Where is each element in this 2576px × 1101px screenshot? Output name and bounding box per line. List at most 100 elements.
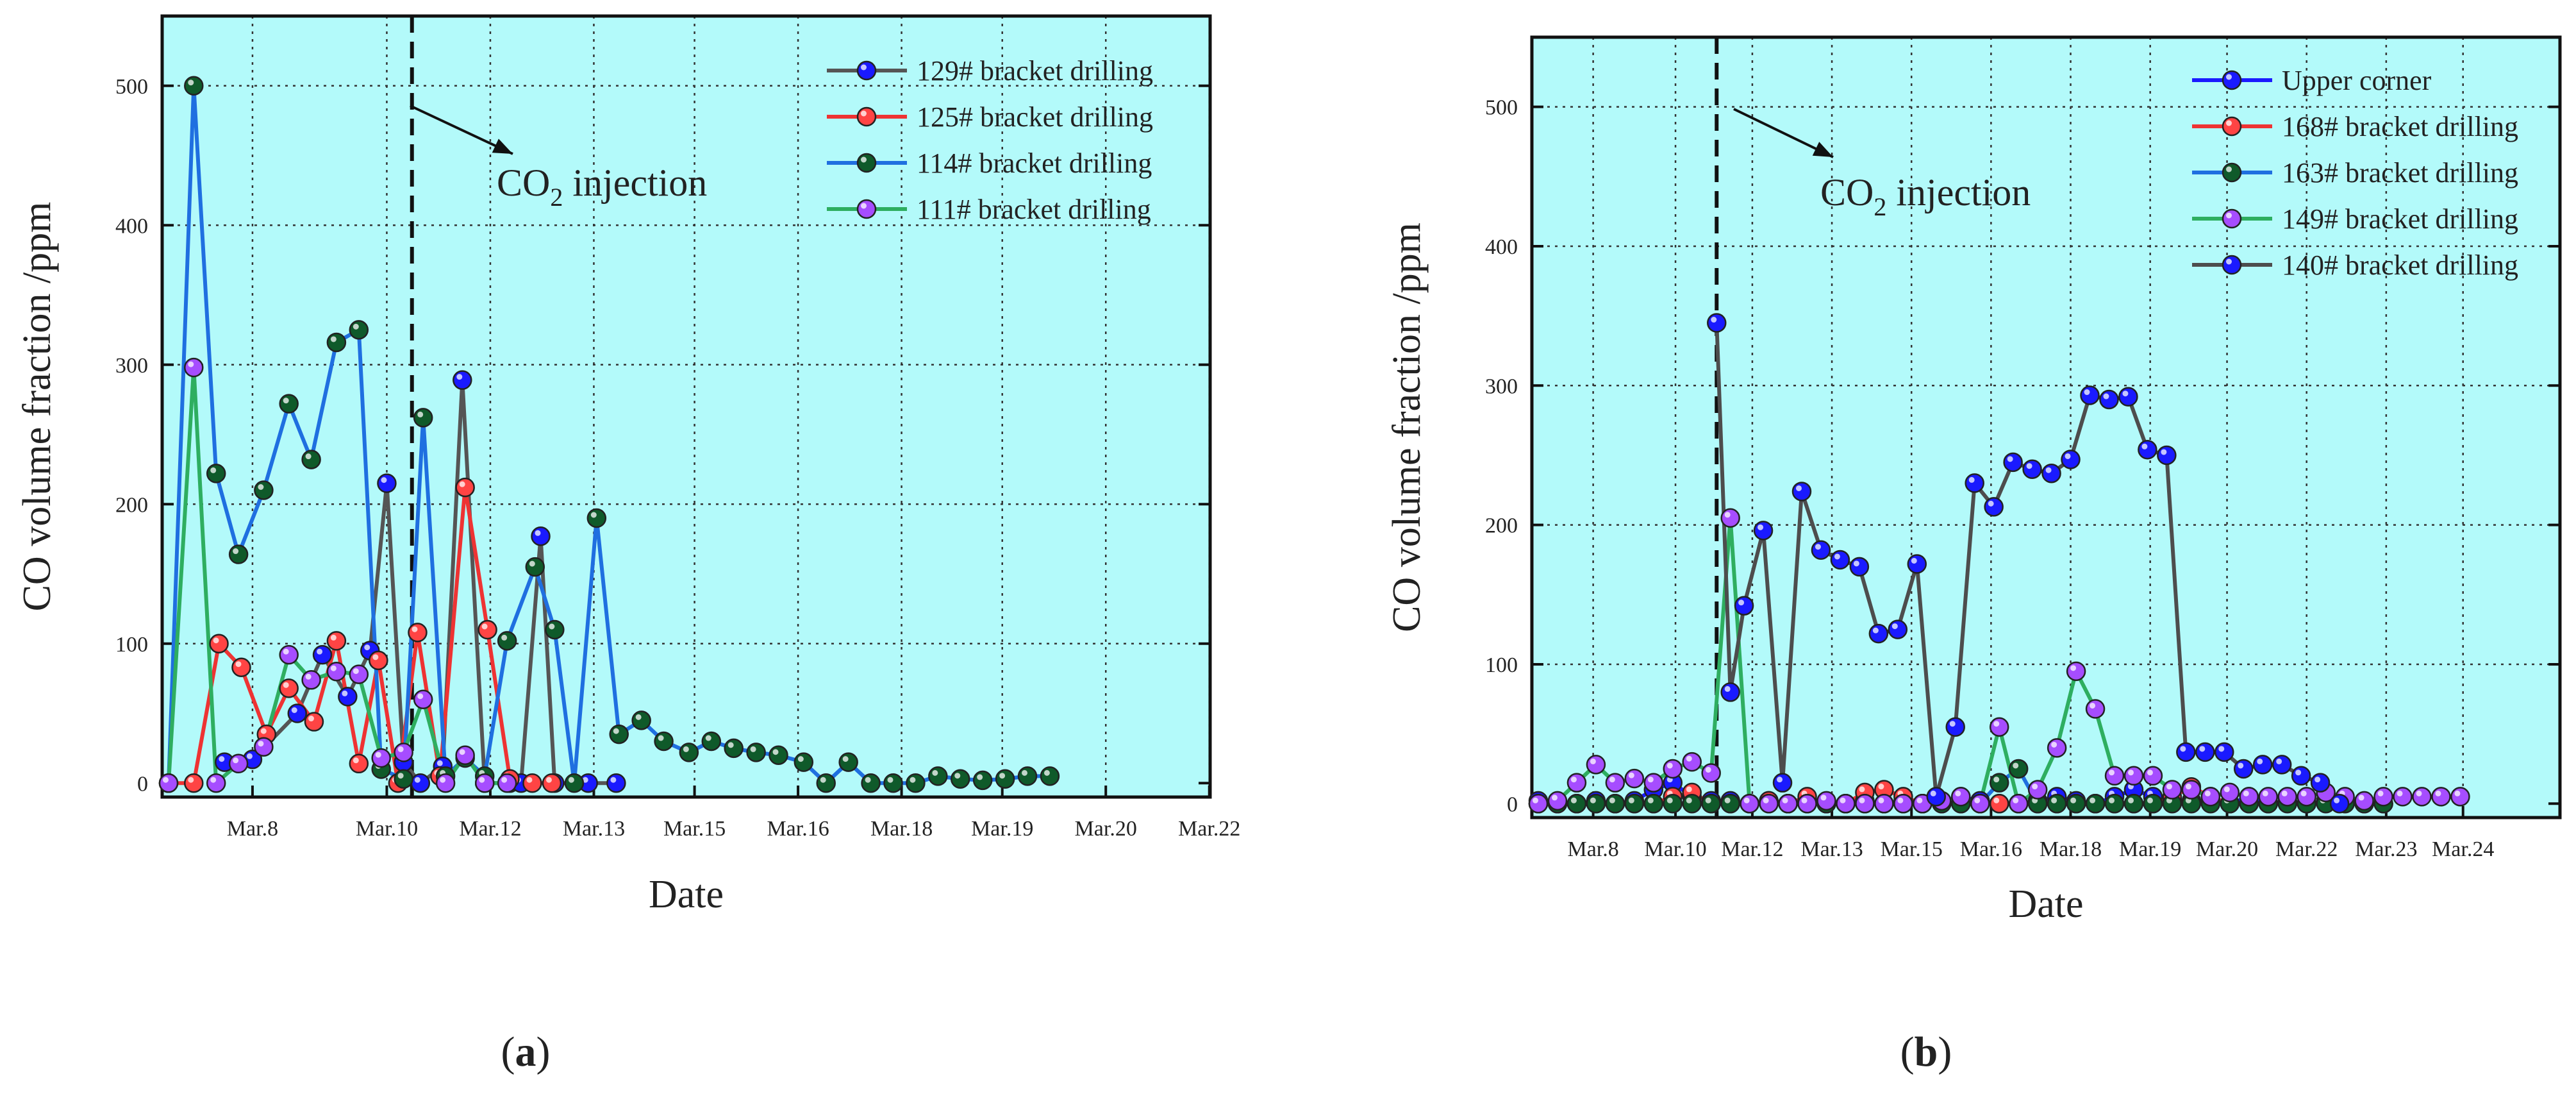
data-point <box>724 738 744 759</box>
data-point-highlight <box>2065 453 2071 459</box>
data-point <box>906 773 926 793</box>
data-point-highlight <box>1609 777 1615 783</box>
data-point <box>1740 794 1759 814</box>
caption-paren-open: ( <box>501 1029 515 1075</box>
data-point <box>2061 450 2081 469</box>
data-point <box>928 766 948 786</box>
x-tick-label: Mar.18 <box>2040 837 2102 861</box>
data-point-highlight <box>1853 560 1859 567</box>
data-point-highlight <box>2109 797 2115 803</box>
data-point-highlight <box>1628 797 1634 803</box>
data-point-highlight <box>440 777 446 783</box>
data-point <box>1707 313 1727 333</box>
annotation-arrow-head <box>1812 142 1833 157</box>
data-point-highlight <box>842 756 849 762</box>
data-point <box>542 773 562 793</box>
data-point-highlight <box>233 548 239 555</box>
data-point-highlight <box>459 749 465 755</box>
data-point <box>2123 766 2144 786</box>
legend-label-0: 129# bracket drilling <box>917 55 1153 87</box>
data-point <box>1759 794 1779 814</box>
data-point-highlight <box>308 716 314 722</box>
data-point <box>301 450 321 469</box>
data-point-highlight <box>2295 769 2302 776</box>
data-point <box>701 731 722 752</box>
data-point-highlight <box>188 80 194 86</box>
data-point-highlight <box>1968 476 1975 483</box>
panel-caption: (b) <box>1900 1029 1952 1075</box>
data-point <box>1547 791 1568 811</box>
chart-a: 0 100 200 300 400 500 Mar.8 Mar.10 Mar.12 Mar.13 M… <box>15 14 1240 1075</box>
x-tick-label: Mar.13 <box>563 817 625 841</box>
data-point-highlight <box>163 777 169 783</box>
legend-marker-2 <box>856 153 877 173</box>
data-point-highlight <box>258 741 264 747</box>
y-tick-label: 400 <box>115 214 148 238</box>
data-point <box>1945 717 1965 737</box>
data-point-highlight <box>1801 797 1807 803</box>
data-point-highlight <box>436 760 443 766</box>
data-point-highlight <box>2262 790 2268 796</box>
data-point-highlight <box>219 756 225 762</box>
data-point-highlight <box>1911 557 1917 564</box>
data-point <box>312 644 333 665</box>
data-point-highlight <box>330 634 337 641</box>
data-point-highlight <box>330 336 337 342</box>
data-point <box>1624 768 1645 789</box>
data-point <box>1830 550 1850 570</box>
data-point <box>2310 773 2331 793</box>
data-point <box>1643 794 1664 814</box>
data-point-highlight <box>1647 797 1654 803</box>
data-point <box>2047 794 2067 814</box>
data-point <box>349 753 369 774</box>
y-tick-label: 300 <box>115 354 148 378</box>
data-point-highlight <box>2377 790 2384 796</box>
data-point-highlight <box>1570 797 1577 803</box>
data-point-highlight <box>2045 467 2052 473</box>
data-point-highlight <box>479 777 485 783</box>
data-point <box>1586 755 1606 775</box>
data-point-highlight <box>1897 797 1904 803</box>
data-point <box>525 557 545 577</box>
legend-label-0: Upper corner <box>2282 65 2432 96</box>
data-point-highlight <box>210 467 217 473</box>
data-point-highlight <box>1859 786 1865 793</box>
data-point <box>2450 787 2470 807</box>
data-point <box>1989 773 2009 793</box>
data-point <box>1888 619 1908 639</box>
data-point-highlight <box>635 714 642 720</box>
data-point <box>2291 766 2311 786</box>
data-point-highlight <box>910 777 916 783</box>
data-point <box>2022 459 2042 479</box>
data-point-highlight <box>456 374 463 380</box>
data-point-highlight <box>1551 794 1558 801</box>
data-point <box>228 544 249 564</box>
x-tick-label: Mar.10 <box>1644 837 1706 861</box>
x-tick-label: Mar.24 <box>2432 837 2494 861</box>
data-point-highlight <box>1743 797 1750 803</box>
data-point <box>394 743 413 762</box>
annotation-suffix: injection <box>563 162 707 204</box>
data-point-highlight <box>2416 790 2422 796</box>
legend-marker-0 <box>2222 70 2242 90</box>
data-point-highlight <box>397 746 404 752</box>
data-point <box>2138 440 2157 460</box>
data-point <box>413 689 433 709</box>
data-point <box>408 623 428 643</box>
data-point-highlight <box>1763 797 1769 803</box>
x-tick-label: Mar.22 <box>1178 817 1240 841</box>
data-point-highlight <box>1974 797 1981 803</box>
data-point <box>1720 682 1740 702</box>
data-point-highlight <box>1820 794 1827 801</box>
legend-marker-highlight <box>861 203 867 209</box>
data-point <box>861 773 881 793</box>
x-tick-label: Mar.12 <box>1721 837 1783 861</box>
legend-label-3: 111# bracket drilling <box>917 194 1151 225</box>
data-point <box>816 773 836 793</box>
data-point <box>2157 445 2177 466</box>
legend-label-3: 149# bracket drilling <box>2282 203 2518 235</box>
data-point-highlight <box>535 530 541 536</box>
data-point <box>1643 773 1664 793</box>
data-point <box>2272 755 2292 775</box>
